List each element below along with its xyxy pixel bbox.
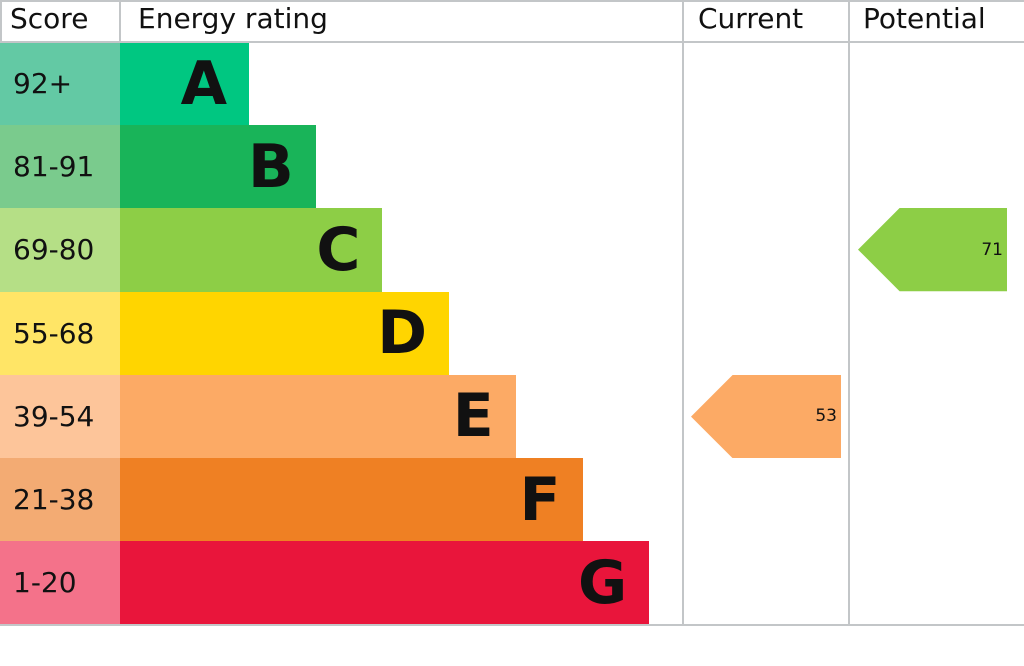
top-border [0,0,1024,2]
rating-bar-a: A [120,42,249,126]
score-range-c: 69-80 [0,208,120,292]
header-potential: Potential [863,2,986,35]
score-range-a: 92+ [0,42,120,126]
score-divider [119,0,121,42]
score-range-f: 21-38 [0,458,120,542]
current-value: 53 [815,406,837,427]
current-arrow-shape [691,374,841,458]
score-range-e: 39-54 [0,374,120,458]
header-current: Current [698,2,804,35]
rating-bar-e: E [120,374,516,458]
header-energy-rating: Energy rating [138,2,328,35]
potential-rating-arrow: 71 [858,208,1007,292]
score-range-d: 55-68 [0,291,120,375]
bottom-border [0,624,1024,626]
current-rating-arrow: 53 [691,374,841,458]
current-divider [682,0,684,626]
header-score: Score [10,2,89,35]
score-range-g: 1-20 [0,541,120,625]
score-range-b: 81-91 [0,125,120,209]
header-divider [0,41,1024,43]
left-border [0,0,2,42]
rating-bar-c: C [120,208,383,292]
potential-divider [848,0,850,626]
rating-bar-f: F [120,458,583,542]
rating-bar-b: B [120,125,316,209]
potential-arrow-shape [858,208,1007,292]
rating-bar-g: G [120,541,650,625]
potential-value: 71 [981,239,1003,260]
rating-bar-d: D [120,291,450,375]
